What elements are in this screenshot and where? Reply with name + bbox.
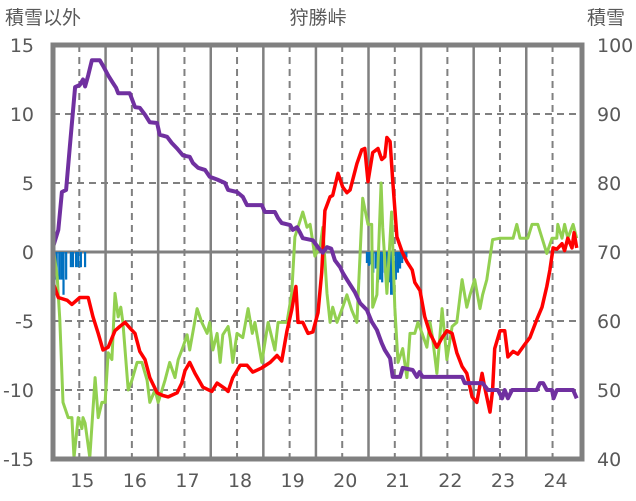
series-line-1: [51, 135, 579, 414]
y-left-tick-label: -10: [3, 380, 34, 402]
x-tick-label: 15: [70, 470, 94, 492]
precip-bar: [394, 252, 397, 280]
y-left-tick-label: 5: [22, 173, 34, 195]
right-axis-label: 積雪: [587, 7, 625, 29]
left-axis-label: 積雪以外: [5, 7, 81, 29]
y-right-tick-label: 100: [597, 35, 633, 57]
y-right-tick-label: 60: [597, 311, 621, 333]
precip-bar: [378, 252, 382, 280]
x-tick-label: 16: [123, 470, 147, 492]
x-tick-label: 19: [281, 470, 305, 492]
chart-title: 狩勝峠: [289, 7, 346, 29]
series-line-0: [51, 58, 579, 401]
y-right-tick-label: 40: [597, 449, 621, 471]
y-right-tick-label: 50: [597, 380, 621, 402]
precip-bar: [83, 252, 87, 268]
y-left-tick-label: -15: [3, 449, 34, 471]
precip-bar: [69, 252, 72, 268]
plot-frame: [50, 42, 585, 462]
precip-bar: [77, 252, 80, 268]
precip-bar: [75, 252, 78, 268]
x-tick-label: 18: [228, 470, 252, 492]
precip-bar: [367, 252, 371, 266]
precip-bar: [71, 252, 75, 268]
y-left-tick-label: 15: [10, 35, 34, 57]
precip-bar: [79, 252, 82, 268]
precip-bar: [58, 252, 61, 280]
y-left-tick-label: 10: [10, 104, 34, 126]
x-tick-label: 21: [386, 470, 410, 492]
precip-bar: [401, 252, 404, 264]
series-line-2: [51, 181, 579, 460]
precip-bar: [374, 252, 377, 269]
x-tick-label: 20: [333, 470, 357, 492]
precip-bar: [365, 252, 369, 264]
x-tick-label: 24: [543, 470, 567, 492]
y-right-tick-label: 80: [597, 173, 621, 195]
y-right-tick-label: 70: [597, 242, 621, 264]
x-tick-label: 22: [438, 470, 462, 492]
precip-bar: [405, 252, 408, 258]
y-right-tick-label: 90: [597, 104, 621, 126]
precip-bar: [60, 252, 63, 280]
precip-bar: [390, 252, 393, 295]
precip-bar: [396, 252, 400, 273]
precip-bar: [65, 252, 68, 280]
y-left-tick-label: -5: [15, 311, 34, 333]
x-tick-label: 23: [491, 470, 515, 492]
precip-bar: [62, 252, 65, 295]
precip-bar: [398, 252, 402, 269]
x-tick-label: 17: [175, 470, 199, 492]
line-series: [51, 58, 579, 460]
y-left-tick-label: 0: [22, 242, 34, 264]
precip-bar: [385, 252, 389, 280]
precip-bar: [381, 252, 384, 283]
